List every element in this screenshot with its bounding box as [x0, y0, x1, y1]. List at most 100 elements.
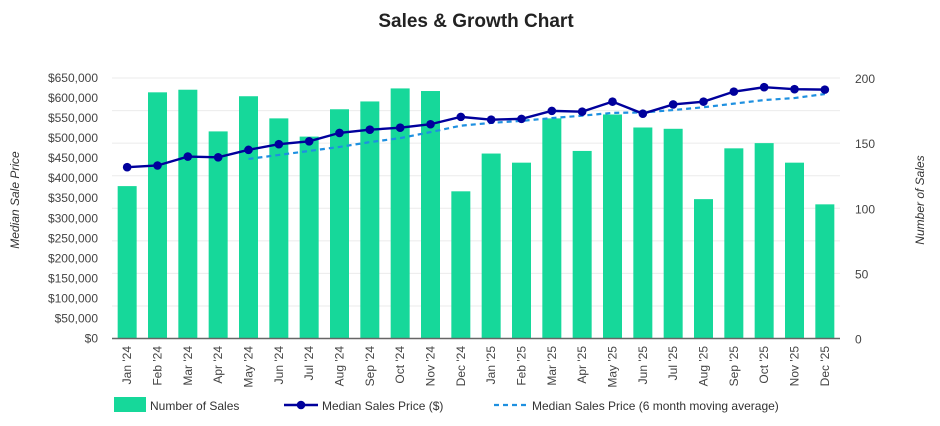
bar-number-of-sales — [390, 88, 410, 339]
left-axis-label: Median Sale Price — [8, 151, 22, 249]
median-price-line — [127, 86, 825, 169]
left-tick-label: $550,000 — [48, 111, 98, 125]
bar-number-of-sales — [694, 199, 713, 339]
median-price-point — [729, 87, 739, 96]
bar-number-of-sales — [603, 114, 622, 339]
median-price-point — [426, 119, 435, 129]
legend-number-of-sales: Number of Sales — [150, 399, 239, 413]
bar-number-of-sales — [148, 92, 167, 339]
x-tick-label: Feb '24 — [151, 346, 165, 386]
median-price-point — [759, 82, 769, 92]
x-tick-label: Oct '24 — [393, 346, 407, 384]
x-tick-label: May '24 — [242, 346, 256, 388]
bar-number-of-sales — [208, 131, 228, 339]
legend-bar-swatch — [114, 397, 146, 412]
bar-number-of-sales — [451, 191, 471, 339]
median-price-point — [274, 139, 284, 149]
median-price-point — [699, 97, 708, 106]
left-tick-label: $400,000 — [48, 171, 98, 185]
x-tick-label: Jan '25 — [484, 346, 498, 385]
median-price-point — [486, 115, 496, 124]
x-tick-label: Apr '24 — [211, 346, 225, 384]
legend-moving-average: Median Sales Price (6 month moving avera… — [532, 399, 779, 413]
legend-line-marker — [296, 400, 306, 410]
x-tick-label: Sep '24 — [363, 346, 377, 387]
left-tick-label: $50,000 — [55, 311, 99, 325]
left-tick-label: $600,000 — [48, 91, 98, 105]
bar-number-of-sales — [815, 204, 835, 339]
chart-title: Sales & Growth Chart — [378, 11, 574, 32]
left-tick-label: $500,000 — [48, 131, 98, 145]
bar-number-of-sales — [663, 128, 683, 339]
x-tick-label: Oct '25 — [757, 346, 771, 384]
bar-number-of-sales — [239, 96, 258, 339]
x-tick-label: Nov '24 — [424, 346, 438, 387]
left-tick-label: $300,000 — [48, 211, 98, 225]
bar-number-of-sales — [633, 127, 653, 339]
bar-number-of-sales — [785, 162, 804, 339]
left-tick-label: $350,000 — [48, 191, 98, 205]
left-tick-label: $450,000 — [48, 151, 98, 165]
legend-median-price: Median Sales Price ($) — [322, 399, 443, 413]
median-price-point — [668, 100, 678, 109]
median-price-point — [183, 152, 193, 161]
median-price-point — [335, 128, 344, 138]
median-price-point — [638, 109, 648, 118]
right-tick-label: 0 — [855, 333, 862, 347]
bar-number-of-sales — [178, 89, 198, 339]
median-price-point — [395, 123, 405, 132]
x-tick-label: Jun '24 — [272, 346, 286, 385]
bar-number-of-sales — [572, 150, 592, 339]
median-price-point — [790, 84, 799, 94]
right-tick-label: 100 — [855, 202, 875, 216]
median-price-point — [577, 107, 587, 116]
x-tick-label: Sep '25 — [727, 346, 741, 387]
bar-number-of-sales — [330, 109, 349, 339]
x-tick-label: Apr '25 — [575, 346, 589, 384]
x-tick-label: Dec '24 — [454, 346, 468, 387]
x-tick-label: May '25 — [606, 346, 620, 388]
bar-number-of-sales — [421, 91, 440, 339]
bar-number-of-sales — [754, 143, 774, 339]
left-tick-label: $650,000 — [48, 71, 98, 85]
right-tick-label: 150 — [855, 137, 875, 151]
bar-number-of-sales — [512, 162, 531, 339]
median-price-point — [122, 162, 132, 172]
median-price-point — [365, 125, 375, 134]
left-tick-label: $250,000 — [48, 231, 98, 245]
median-price-point — [456, 112, 466, 122]
x-tick-label: Aug '25 — [697, 346, 711, 387]
x-tick-label: Jan '24 — [120, 346, 134, 385]
median-price-point — [244, 145, 253, 155]
x-tick-label: Feb '25 — [515, 346, 529, 386]
x-tick-label: Nov '25 — [788, 346, 802, 387]
right-tick-label: 200 — [855, 72, 875, 86]
x-tick-label: Aug '24 — [333, 346, 347, 387]
median-price-point — [304, 137, 314, 146]
x-tick-label: Jul '24 — [302, 346, 316, 381]
left-tick-label: $150,000 — [48, 271, 98, 285]
bar-number-of-sales — [724, 148, 744, 339]
right-axis-label: Number of Sales — [913, 155, 927, 244]
bar-number-of-sales — [117, 186, 137, 339]
median-price-point — [213, 153, 223, 162]
bar-number-of-sales — [481, 153, 501, 339]
bar-number-of-sales — [269, 118, 289, 339]
x-tick-label: Jun '25 — [636, 346, 650, 385]
bar-number-of-sales — [360, 101, 380, 339]
median-price-point — [153, 161, 162, 170]
right-tick-label: 50 — [855, 267, 869, 281]
median-price-point — [517, 114, 526, 124]
median-price-point — [608, 97, 617, 106]
bar-number-of-sales — [299, 136, 319, 339]
moving-average-line — [248, 92, 825, 161]
left-tick-label: $100,000 — [48, 291, 98, 305]
x-tick-label: Dec '25 — [818, 346, 832, 387]
left-tick-label: $200,000 — [48, 251, 98, 265]
bar-number-of-sales — [542, 118, 562, 339]
x-tick-label: Jul '25 — [666, 346, 680, 381]
x-tick-label: Mar '25 — [545, 346, 559, 386]
median-price-point — [820, 85, 830, 94]
